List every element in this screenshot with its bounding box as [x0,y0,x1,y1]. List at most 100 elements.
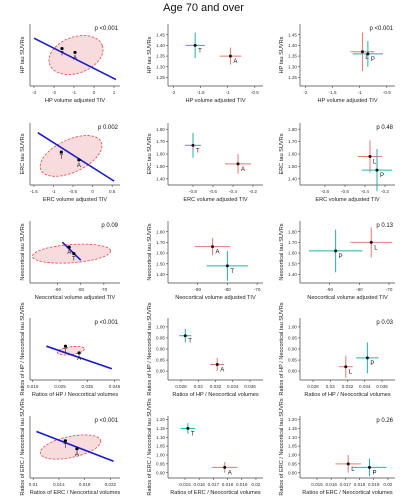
x-tick-label: 0.028 [307,384,319,389]
y-axis-title: Neocortical tau SUVRs [279,223,285,280]
x-tick-label: -2 [52,90,57,95]
panel-r4c2: 0.028 0.03 0.032 0.034 0.036 0.80 0.85 0.90 0.95… [147,302,263,398]
panel-r5c2: 0.015 0.016 0.017 0.018 0.019 0.02 0.90 0.95 1.0… [147,398,263,496]
x-tick-label: 0 [93,90,96,95]
x-tick-label: 0 [91,189,94,194]
y-tick-label: 0.80 [288,369,297,374]
x-tick-label: -2 [171,90,176,95]
x-tick-label: -90 [194,287,201,292]
figure-title: Age 70 and over [163,2,244,14]
data-point-L [360,50,364,54]
x-tick-label: 1 [113,90,116,95]
x-tick-label: -0.5 [251,90,259,95]
y-tick-label: 1.40 [156,176,165,181]
x-tick-label: -90 [54,287,61,292]
p-value-label: p 0.26 [376,418,393,424]
x-tick-label: -70 [386,287,393,292]
x-axis-title: Ratios of HP / Neocortical volumes [304,392,391,398]
data-point-T [225,264,229,268]
x-tick-label: 0.019 [236,482,248,487]
x-axis-title: ERC volume adjusted TIV [43,197,108,203]
x-tick-label: -1.5 [197,90,205,95]
p-value-label: p 0.48 [376,125,393,131]
data-point-P [334,249,338,253]
point-label-A: A [75,452,79,458]
panel-r1c3: -2 -1.5 -1 -0.5 1.25 1.30 1.35 1.40 1.45 HP volum… [279,24,395,104]
data-point-L [368,154,372,158]
point-label-A: A [73,55,77,61]
y-tick-label: 1.40 [288,176,297,181]
point-label-A: A [220,368,224,374]
point-label-A: A [67,250,71,256]
y-tick-label: 0.95 [156,461,165,466]
point-label-A: A [216,250,220,256]
data-point-A [211,245,215,249]
data-point-A [77,158,81,162]
regression-line [36,430,114,463]
x-axis-title: Neocortical volume adjusted TIV [307,295,388,301]
x-tick-label: 0.015 [311,482,323,487]
x-tick-label: 0.032 [210,384,222,389]
y-axis-title: Ratios of ERC / Neocortical tau SUVRs [147,398,153,496]
data-point-T [60,46,64,51]
y-tick-label: 1.00 [156,453,165,458]
y-tick-label: 1.60 [156,152,165,157]
point-label-P: P [380,173,384,179]
y-tick-label: 0.95 [288,461,297,466]
data-point-T [63,344,68,348]
y-tick-label: 1.45 [288,32,297,37]
point-label-L: L [374,245,378,251]
x-tick-label: -0.4 [229,189,237,194]
x-axis-title: HP volume adjusted TIV [185,98,245,104]
data-point-P [366,52,370,56]
y-tick-label: 1.50 [156,164,165,169]
y-tick-label: 1.80 [156,229,165,234]
x-axis-title: HP volume adjusted TIV [45,98,105,104]
confidence-ellipse [39,434,102,460]
y-axis-title: Ratios of HP / Neocortical tau SUVRs [279,302,285,395]
y-axis-title: Ratios of HP / Neocortical tau SUVRs [147,302,153,395]
x-tick-label: -80 [356,287,363,292]
point-label-L: L [351,467,355,473]
data-point-L [346,462,350,466]
x-axis-title: Neocortical volume adjusted TIV [35,295,116,301]
x-tick-label: -1 [72,90,77,95]
p-value-label: p 0.03 [376,320,393,326]
x-tick-label: 0.018 [222,482,234,487]
y-tick-label: 1.80 [156,127,165,132]
point-label-T: T [198,48,202,54]
confidence-ellipse [31,243,112,264]
x-tick-label: 0.036 [244,384,256,389]
point-label-P: P [370,361,374,367]
data-point-P [367,465,371,469]
y-tick-label: 0.85 [288,358,297,363]
x-tick-label: 0.036 [376,384,388,389]
y-tick-label: 1.10 [288,435,297,440]
point-label-L: L [373,159,377,165]
y-axis-title: HP tau SUVRs [279,36,285,73]
point-label-L: L [349,370,353,376]
x-tick-label: 0.018 [79,482,91,487]
y-tick-label: 1.25 [288,75,297,80]
point-label-A: A [77,356,81,362]
y-tick-label: 1.60 [288,152,297,157]
y-tick-label: 1.40 [288,43,297,48]
x-tick-label: -80 [224,287,231,292]
y-axis-title: Neocortical tau SUVRs [20,223,26,280]
data-point-A [73,50,77,55]
y-tick-label: 1.25 [156,75,165,80]
p-value-label: p <0.001 [94,320,118,326]
y-tick-label: 1.40 [156,43,165,48]
data-point-A [223,465,227,469]
x-tick-label: -1 [51,189,56,194]
y-tick-label: 0.80 [156,369,165,374]
x-tick-label: -1.5 [30,189,38,194]
x-tick-label: -0.2 [381,189,389,194]
x-axis-title: ERC volume adjusted TIV [315,197,380,203]
y-tick-label: 1.45 [156,32,165,37]
x-axis-title: Ratios of ERC / Neocortical volumes [170,490,261,496]
data-point-T [63,439,67,443]
x-tick-label: -1 [358,90,363,95]
y-tick-label: 1.20 [288,417,297,422]
x-tick-label: -0.4 [361,189,369,194]
